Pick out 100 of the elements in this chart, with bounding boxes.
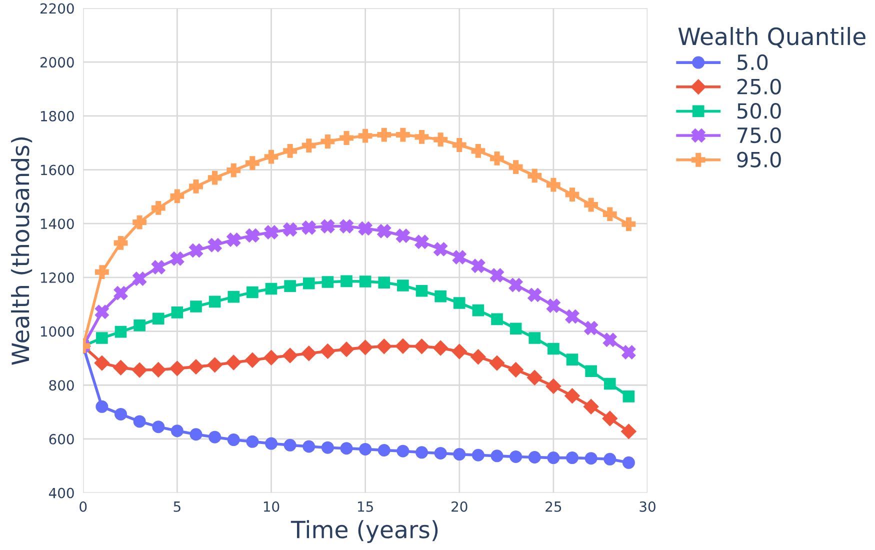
point bbox=[170, 252, 184, 266]
point bbox=[150, 362, 166, 378]
point bbox=[302, 277, 315, 290]
point bbox=[94, 304, 109, 319]
x-tick-label: 5 bbox=[174, 502, 180, 512]
y-axis-title: Wealth (thousands) bbox=[11, 137, 32, 365]
point bbox=[602, 207, 617, 222]
point bbox=[133, 415, 146, 428]
point bbox=[396, 228, 410, 243]
point bbox=[395, 338, 411, 354]
point bbox=[340, 131, 354, 145]
point bbox=[378, 444, 390, 457]
point bbox=[358, 222, 372, 236]
y-tick-label: 800 bbox=[49, 380, 74, 391]
point bbox=[96, 332, 108, 344]
point bbox=[453, 297, 466, 309]
point bbox=[283, 222, 298, 236]
point bbox=[472, 448, 484, 462]
point bbox=[622, 217, 636, 232]
point bbox=[583, 399, 599, 414]
point bbox=[585, 365, 597, 378]
y-tick-label: 1000 bbox=[40, 326, 74, 337]
point bbox=[414, 234, 429, 249]
point bbox=[284, 280, 296, 292]
point bbox=[622, 456, 635, 469]
point bbox=[358, 340, 373, 356]
point bbox=[301, 346, 316, 361]
point bbox=[452, 344, 467, 360]
point bbox=[547, 452, 560, 464]
y-tick-label: 1200 bbox=[40, 272, 74, 283]
point bbox=[416, 446, 428, 459]
point bbox=[546, 378, 562, 394]
y-tick-label: 1600 bbox=[40, 164, 74, 176]
point bbox=[320, 344, 336, 359]
point bbox=[228, 290, 240, 303]
x-tick-label: 10 bbox=[264, 501, 280, 512]
point bbox=[527, 370, 542, 386]
point bbox=[302, 138, 316, 152]
point bbox=[528, 168, 542, 183]
point bbox=[208, 296, 221, 308]
legend-title: Wealth Quantile bbox=[678, 27, 866, 48]
point bbox=[434, 242, 448, 256]
point bbox=[622, 345, 636, 360]
point bbox=[189, 244, 203, 258]
point bbox=[377, 128, 392, 142]
point bbox=[207, 357, 222, 372]
point bbox=[397, 280, 409, 292]
point bbox=[508, 160, 523, 174]
point bbox=[282, 348, 298, 364]
y-tick-label: 2000 bbox=[40, 57, 74, 68]
point bbox=[414, 130, 429, 144]
point bbox=[226, 354, 242, 370]
x-tick-label: 0 bbox=[80, 501, 87, 512]
point bbox=[170, 189, 184, 204]
point bbox=[565, 310, 580, 324]
point bbox=[359, 442, 372, 456]
point bbox=[471, 258, 486, 273]
point bbox=[434, 132, 448, 147]
point bbox=[490, 152, 504, 166]
point bbox=[508, 362, 524, 378]
y-tick-label: 2200 bbox=[40, 3, 74, 14]
x-axis-title: Time (years) bbox=[290, 520, 438, 543]
point bbox=[602, 332, 617, 347]
point bbox=[489, 355, 505, 371]
point bbox=[340, 275, 352, 288]
point bbox=[470, 349, 486, 364]
point bbox=[491, 313, 503, 326]
point bbox=[376, 338, 392, 354]
legend-label: 25.0 bbox=[737, 78, 781, 94]
point bbox=[546, 298, 560, 313]
point bbox=[490, 450, 504, 462]
point bbox=[132, 362, 148, 378]
point bbox=[321, 441, 334, 454]
point bbox=[114, 326, 127, 338]
x-tick-label: 30 bbox=[640, 501, 656, 512]
point bbox=[566, 354, 578, 366]
point bbox=[152, 420, 165, 434]
point bbox=[208, 170, 222, 185]
point bbox=[283, 144, 298, 158]
point bbox=[584, 321, 598, 335]
point bbox=[113, 360, 128, 376]
point bbox=[453, 448, 466, 461]
legend-label: 75.0 bbox=[738, 127, 781, 144]
point bbox=[508, 278, 523, 292]
point bbox=[226, 163, 241, 178]
point bbox=[510, 450, 522, 463]
point bbox=[472, 304, 484, 316]
point bbox=[584, 198, 598, 212]
point bbox=[546, 178, 560, 192]
y-tick-label: 400 bbox=[48, 488, 74, 498]
point bbox=[320, 134, 335, 148]
point bbox=[378, 276, 390, 288]
point bbox=[190, 300, 202, 312]
point bbox=[604, 452, 616, 466]
point bbox=[564, 388, 580, 404]
point bbox=[565, 188, 580, 202]
point bbox=[246, 435, 259, 448]
point bbox=[432, 340, 448, 356]
point bbox=[132, 215, 147, 230]
point bbox=[208, 238, 222, 252]
